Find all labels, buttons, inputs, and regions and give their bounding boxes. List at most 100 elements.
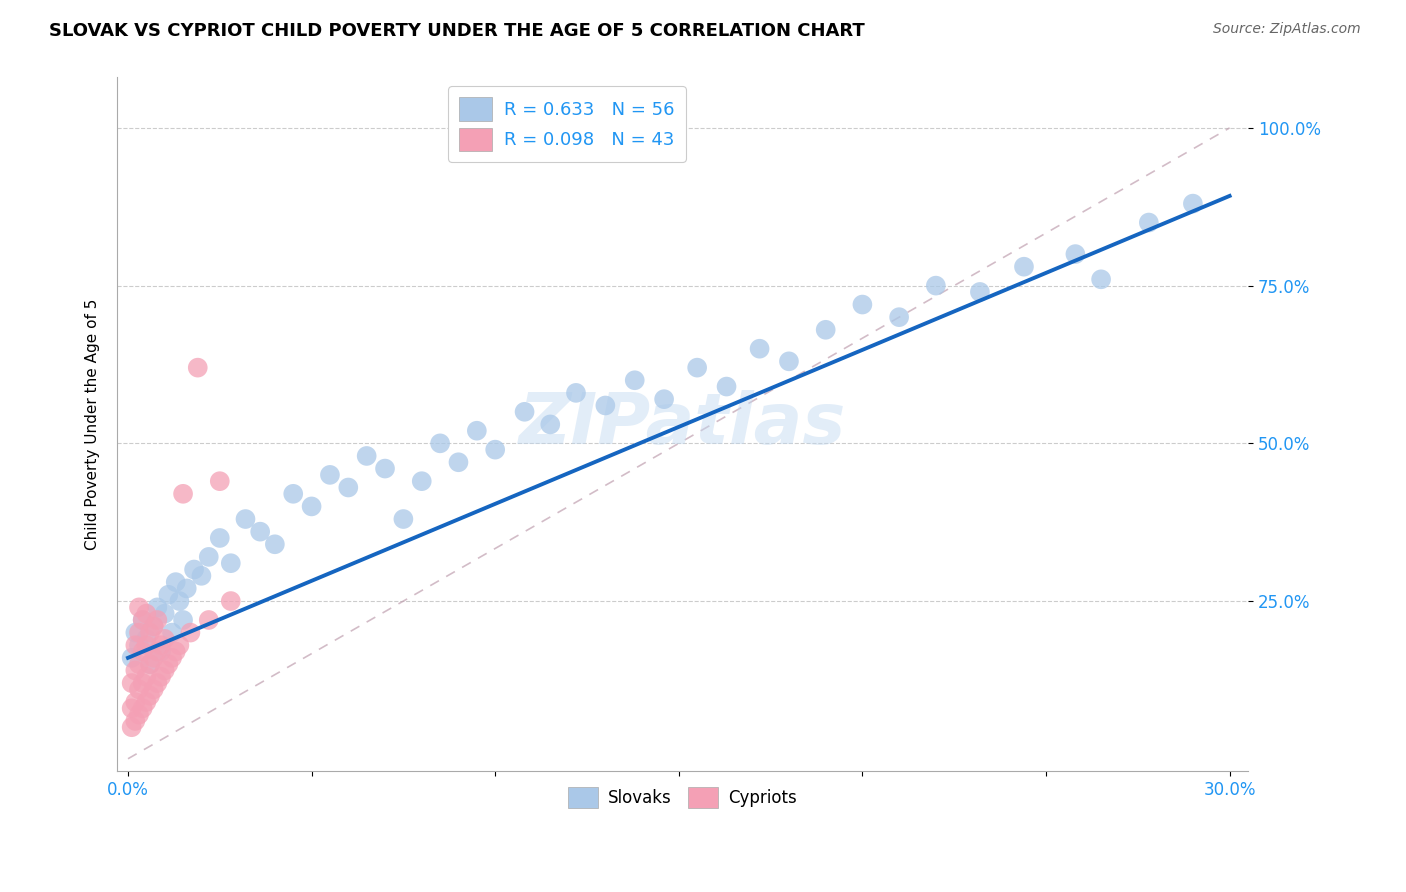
Point — [411, 474, 433, 488]
Text: ZIPatlas: ZIPatlas — [519, 390, 846, 458]
Point — [142, 619, 165, 633]
Point — [131, 613, 153, 627]
Point — [135, 607, 157, 621]
Point — [146, 644, 169, 658]
Text: Source: ZipAtlas.com: Source: ZipAtlas.com — [1213, 22, 1361, 37]
Point — [623, 373, 645, 387]
Point — [139, 689, 162, 703]
Point — [851, 297, 873, 311]
Point — [128, 657, 150, 672]
Point — [1137, 215, 1160, 229]
Point — [124, 625, 146, 640]
Point — [249, 524, 271, 539]
Point — [128, 625, 150, 640]
Point — [153, 664, 176, 678]
Point — [447, 455, 470, 469]
Point — [121, 720, 143, 734]
Point — [208, 531, 231, 545]
Point — [128, 638, 150, 652]
Point — [219, 556, 242, 570]
Point — [319, 467, 342, 482]
Point — [135, 695, 157, 709]
Point — [128, 682, 150, 697]
Point — [301, 500, 323, 514]
Point — [392, 512, 415, 526]
Point — [814, 323, 837, 337]
Point — [716, 379, 738, 393]
Point — [595, 399, 617, 413]
Point — [652, 392, 675, 407]
Point — [183, 562, 205, 576]
Point — [150, 638, 173, 652]
Point — [135, 670, 157, 684]
Point — [131, 701, 153, 715]
Point — [165, 644, 187, 658]
Point — [179, 625, 201, 640]
Point — [153, 607, 176, 621]
Point — [748, 342, 770, 356]
Text: SLOVAK VS CYPRIOT CHILD POVERTY UNDER THE AGE OF 5 CORRELATION CHART: SLOVAK VS CYPRIOT CHILD POVERTY UNDER TH… — [49, 22, 865, 40]
Point — [925, 278, 948, 293]
Point — [121, 650, 143, 665]
Point — [142, 650, 165, 665]
Point — [124, 695, 146, 709]
Legend: Slovaks, Cypriots: Slovaks, Cypriots — [561, 780, 804, 815]
Point — [374, 461, 396, 475]
Point — [139, 657, 162, 672]
Point — [157, 588, 180, 602]
Point — [169, 594, 191, 608]
Point — [172, 613, 194, 627]
Point — [131, 676, 153, 690]
Point — [465, 424, 488, 438]
Point — [124, 638, 146, 652]
Point — [121, 676, 143, 690]
Point — [124, 714, 146, 728]
Point — [128, 707, 150, 722]
Point — [146, 676, 169, 690]
Point — [142, 619, 165, 633]
Point — [169, 638, 191, 652]
Y-axis label: Child Poverty Under the Age of 5: Child Poverty Under the Age of 5 — [86, 299, 100, 550]
Point — [139, 657, 162, 672]
Point — [128, 600, 150, 615]
Point — [146, 613, 169, 627]
Point — [131, 613, 153, 627]
Point — [135, 638, 157, 652]
Point — [1064, 247, 1087, 261]
Point — [235, 512, 257, 526]
Point — [208, 474, 231, 488]
Point — [131, 644, 153, 658]
Point — [484, 442, 506, 457]
Point — [160, 625, 183, 640]
Point — [565, 385, 588, 400]
Point — [263, 537, 285, 551]
Point — [190, 569, 212, 583]
Point — [139, 625, 162, 640]
Point — [1090, 272, 1112, 286]
Point — [172, 487, 194, 501]
Point — [538, 417, 561, 432]
Point — [969, 285, 991, 299]
Point — [283, 487, 305, 501]
Point — [150, 644, 173, 658]
Point — [121, 701, 143, 715]
Point — [337, 481, 360, 495]
Point — [187, 360, 209, 375]
Point — [176, 582, 198, 596]
Point — [142, 682, 165, 697]
Point — [513, 405, 536, 419]
Point — [197, 613, 219, 627]
Point — [887, 310, 910, 325]
Point — [124, 664, 146, 678]
Point — [686, 360, 709, 375]
Point — [1181, 196, 1204, 211]
Point — [165, 575, 187, 590]
Point — [356, 449, 378, 463]
Point — [150, 670, 173, 684]
Point — [429, 436, 451, 450]
Point — [197, 549, 219, 564]
Point — [146, 600, 169, 615]
Point — [153, 632, 176, 646]
Point — [157, 657, 180, 672]
Point — [160, 650, 183, 665]
